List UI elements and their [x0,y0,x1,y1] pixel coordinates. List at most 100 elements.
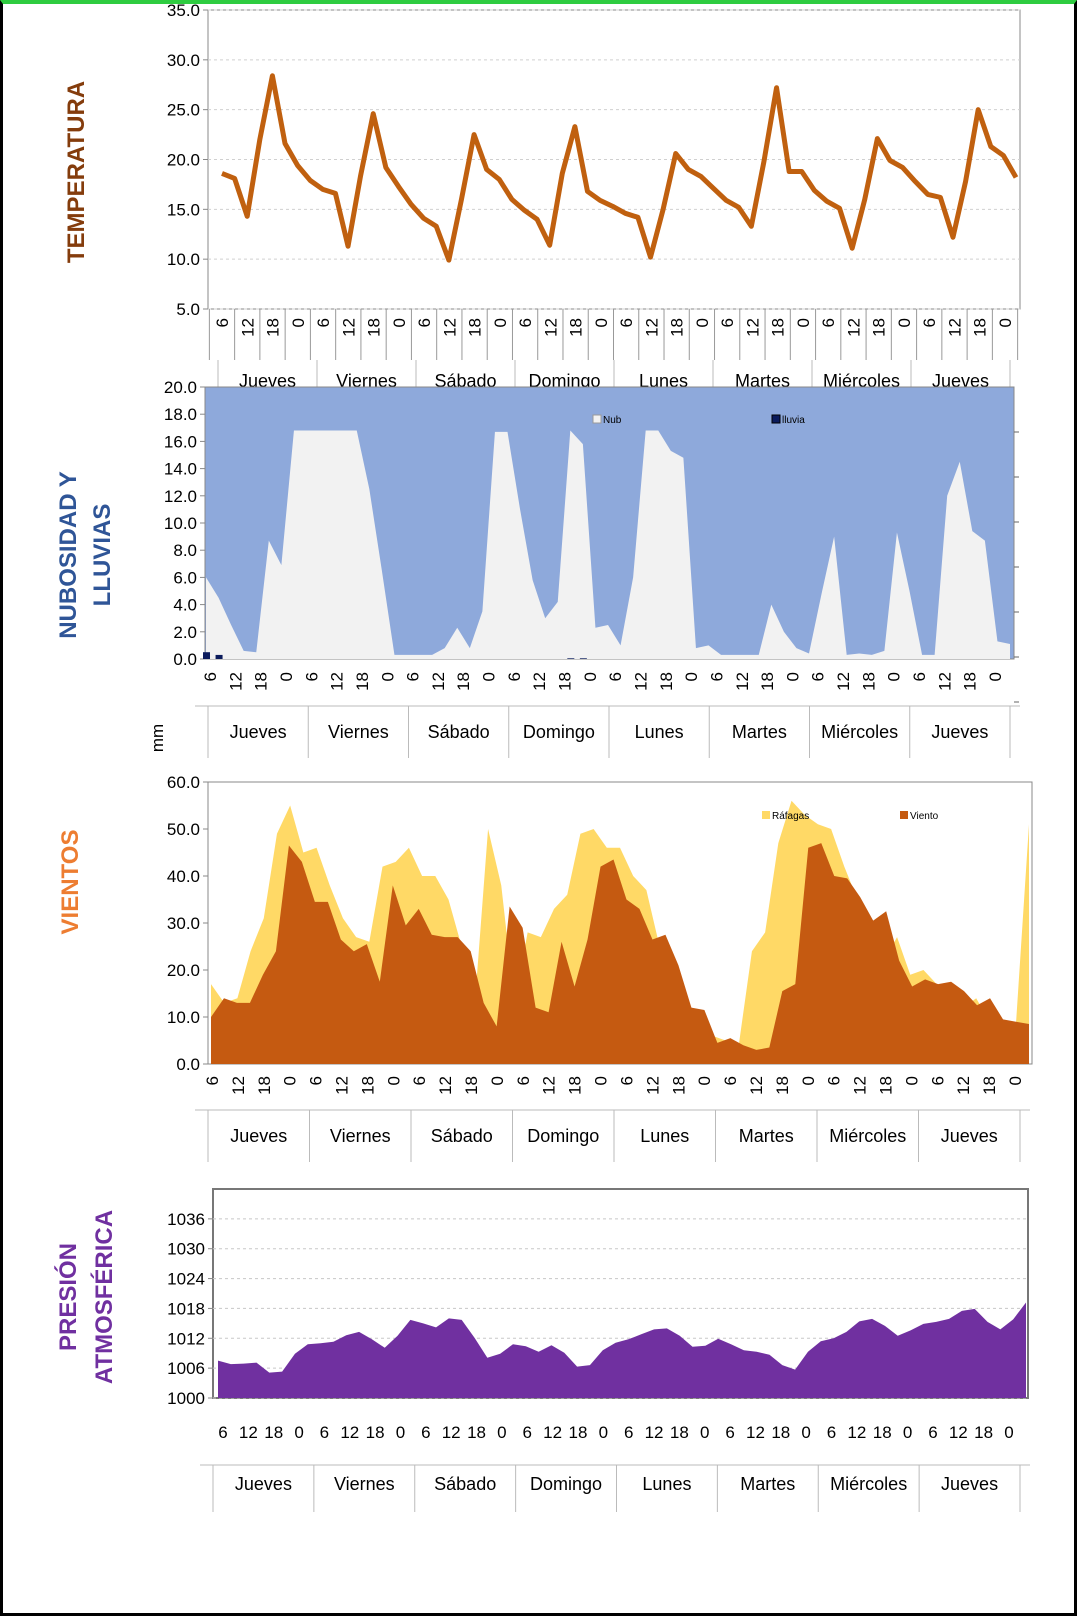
hour-label: 0 [986,672,1005,681]
hour-label: 12 [226,672,245,691]
hour-label: 0 [885,672,904,681]
y-tick-label: 20.0 [167,151,200,170]
y-tick-label: 0.0 [173,650,197,669]
hour-label: 18 [556,672,575,691]
hour-label: 12 [746,1423,765,1442]
day-label: Sábado [431,1126,493,1146]
y-tick-label: 1030 [167,1240,205,1259]
hour-label: 12 [954,1076,973,1095]
hour-label: 12 [733,672,752,691]
y-tick-label: 1036 [167,1210,205,1229]
day-label: Domingo [523,722,595,742]
hour-label: 18 [466,318,485,337]
day-label: Sábado [428,722,490,742]
title-presion-line1: PRESIÓN [54,1243,82,1351]
hour-label: 6 [302,672,321,681]
day-label: Jueves [941,1126,998,1146]
viento-area [211,843,1029,1064]
hour-label: 0 [599,1423,608,1442]
y-tick-label: 30.0 [167,51,200,70]
hour-label: 12 [339,318,358,337]
hour-label: 12 [541,318,560,337]
day-label: Lunes [635,722,684,742]
day-label: Jueves [230,722,287,742]
day-label: Domingo [530,1474,602,1494]
hour-label: 0 [497,1423,506,1442]
y-tick-label: 1006 [167,1359,205,1378]
hour-label: 12 [429,672,448,691]
hour-label: 6 [218,1423,227,1442]
hour-label: 6 [624,1423,633,1442]
hour-label: 0 [294,1423,303,1442]
day-label: Viernes [334,1474,395,1494]
hour-label: 0 [390,318,409,327]
nubosidad-area [206,430,1010,659]
day-label: Viernes [330,1126,391,1146]
hour-label: 12 [645,1423,664,1442]
legend-label-lluvia: lluvia [782,415,805,426]
day-label: Martes [732,722,787,742]
hour-label: 6 [415,318,434,327]
hour-label: 6 [617,318,636,327]
day-label: Lunes [640,1126,689,1146]
chart-temperatura: 5.010.015.020.025.030.035.06 12 18 0 6 12 18 0 6… [167,1,1021,392]
legend-label-nub: Nub [603,415,622,426]
day-label: Miércoles [821,722,898,742]
hour-label: 12 [436,1076,455,1095]
hour-label: 18 [657,672,676,691]
temperature-series-line [221,73,1019,263]
hour-label: 12 [935,672,954,691]
hour-label: 12 [643,1076,662,1095]
hour-label: 0 [902,1076,921,1085]
hour-label: 6 [721,1076,740,1085]
hour-label: 12 [642,318,661,337]
rain-bar [203,652,210,659]
day-label: Jueves [932,371,989,391]
hour-label: 6 [825,1076,844,1085]
day-label: Martes [739,1126,794,1146]
y-tick-label: 20.0 [167,961,200,980]
hour-label: 12 [328,672,347,691]
y-tick-label: 5.0 [176,300,200,319]
day-label: Sábado [434,1474,496,1494]
y-tick-label: 0.0 [176,1055,200,1074]
day-label: Jueves [230,1126,287,1146]
hour-label: 0 [281,1076,300,1085]
hour-label: 18 [264,318,283,337]
hour-label: 12 [743,318,762,337]
hour-label: 6 [201,672,220,681]
day-label: Jueves [931,722,988,742]
rain-bar [215,654,223,659]
y-tick-label: 1018 [167,1299,205,1318]
hour-label: 0 [801,1423,810,1442]
hour-label: 6 [307,1076,326,1085]
hour-label: 18 [758,672,777,691]
hour-label: 12 [340,1423,359,1442]
hour-label: 6 [928,1423,937,1442]
day-label: Jueves [941,1474,998,1494]
y-tick-label: 10.0 [167,1008,200,1027]
hour-label: 0 [695,1076,714,1085]
unit-label-mm: mm [148,724,167,752]
hour-label: 6 [725,1423,734,1442]
hour-label: 0 [480,672,499,681]
chart-vientos: 0.0 10.0 20.0 30.0 40.0 50.0 60.0 Ráfagas Viento… [167,773,1033,1162]
legend-label-rafagas: Ráfagas [772,811,809,822]
rain-bar [567,658,575,659]
hour-label: 6 [910,672,929,681]
hour-label: 6 [314,318,333,327]
hour-label: 0 [396,1423,405,1442]
hour-label: 0 [277,672,296,681]
presion-area [218,1302,1026,1398]
hour-label: 6 [707,672,726,681]
hour-label: 12 [239,1423,258,1442]
hour-label: 0 [794,318,813,327]
hour-label: 18 [366,1423,385,1442]
day-label: Domingo [528,371,600,391]
y-tick-label: 2.0 [173,623,197,642]
hour-label: 18 [980,1076,999,1095]
day-label: Miércoles [829,1126,906,1146]
y-tick-label: 35.0 [167,1,200,20]
